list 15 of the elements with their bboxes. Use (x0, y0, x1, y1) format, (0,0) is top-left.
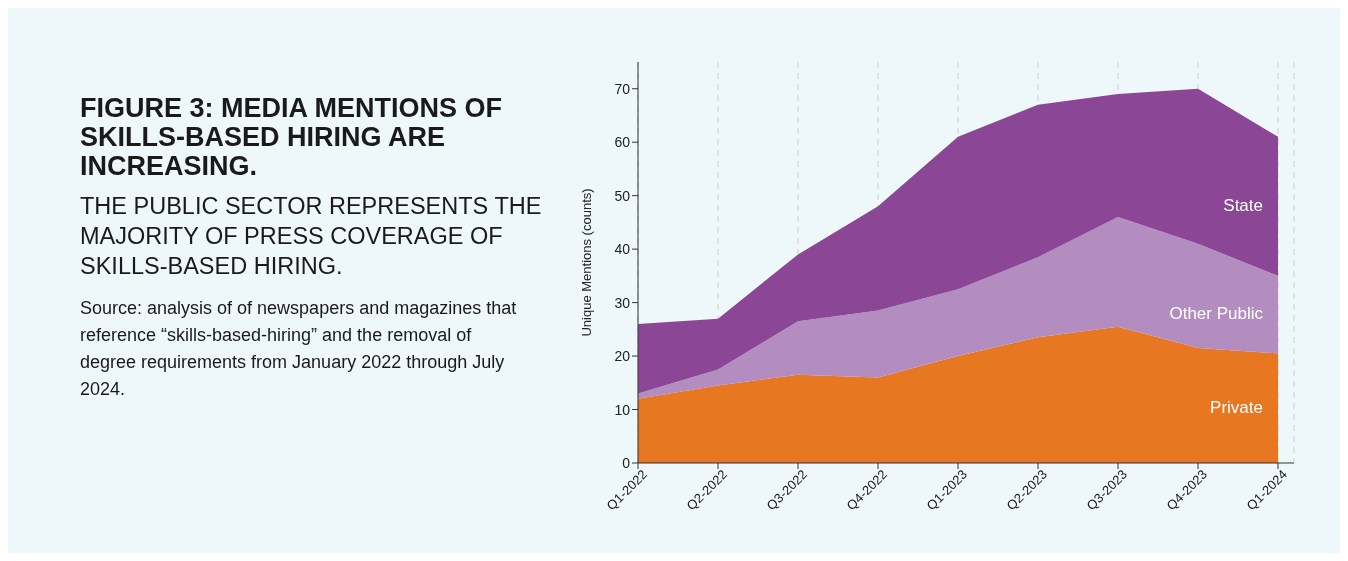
y-tick-label: 40 (614, 241, 631, 258)
y-axis-title: Unique Mentions (counts) (578, 188, 594, 337)
y-tick-label: 20 (614, 348, 631, 365)
series-label: Other Public (1169, 304, 1264, 324)
y-tick-label: 50 (614, 187, 631, 204)
text: FIGURE 3: MEDIA MENTIONS OF SKILLS-BASED HIRING ARE INCREASING. (80, 93, 503, 181)
y-tick-label: 0 (622, 454, 631, 471)
y-tick-label: 70 (614, 80, 631, 97)
y-tick-label: 30 (614, 294, 631, 311)
y-tick-label: 60 (614, 134, 631, 151)
series-label: Private (1210, 397, 1263, 417)
source-note: Source: analysis of of newspapers and magazines that reference “skills-based-hiring” and the removal of degree requirements from January 2022 through July 2024. (80, 297, 518, 401)
series-label: State (1223, 195, 1263, 215)
y-tick-label: 10 (614, 401, 631, 418)
text: THE PUBLIC SECTOR REPRESENTS THE MAJORITY OF PRESS COVERAGE OF SKILLS-BASED HIRING. (80, 192, 543, 281)
